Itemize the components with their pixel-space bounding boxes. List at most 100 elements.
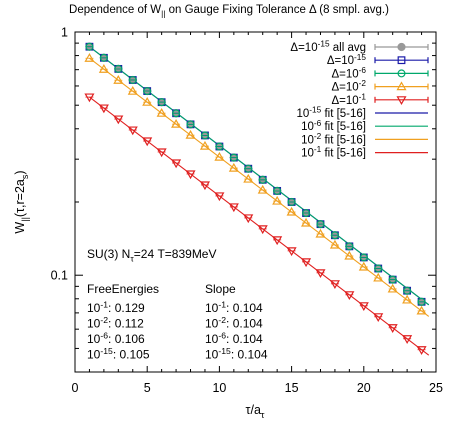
legend-label: 10-6 fit [5-16] (301, 119, 366, 133)
data-point (286, 247, 297, 257)
slope-value: 10-15: 0.104 (205, 346, 268, 362)
x-tick-label: 10 (212, 381, 226, 395)
legend-label: Δ=10-6 (331, 66, 366, 80)
data-point (243, 214, 254, 224)
data-point (416, 305, 427, 315)
data-point (215, 142, 224, 151)
legend-label: Δ=10-15 all avg (290, 40, 366, 54)
data-point (373, 313, 384, 322)
data-point (301, 258, 312, 268)
free-energy-value: 10-1: 0.129 (87, 299, 145, 315)
chart-title: Dependence of W|| on Gauge Fixing Tolera… (69, 4, 389, 18)
data-point (316, 220, 325, 229)
data-point (142, 137, 153, 147)
data-point (330, 231, 339, 240)
legend-label: Δ=10-1 (331, 92, 366, 106)
data-point (228, 162, 239, 172)
data-point (171, 159, 182, 169)
data-point (402, 294, 413, 304)
data-point (345, 242, 354, 251)
axis-labels: τ/aτ W||(τ,r=2as) (13, 170, 265, 419)
data-point (172, 109, 181, 118)
data-point (329, 280, 340, 290)
data-point (374, 264, 383, 273)
data-point (199, 140, 210, 150)
data-point (142, 96, 153, 106)
data-point (257, 184, 268, 194)
data-point (387, 324, 398, 333)
plot-axes: 0 5 10 15 20 25 1 0.1 (51, 26, 443, 396)
data-point (344, 291, 355, 301)
x-axis-label: τ/aτ (246, 403, 265, 420)
data-point (113, 115, 124, 125)
data-point (286, 206, 297, 216)
system-label: SU(3) Nτ=24 T=839MeV (87, 247, 217, 264)
free-energy-value: 10-2: 0.112 (87, 315, 144, 331)
data-point (127, 126, 138, 136)
data-point (127, 85, 138, 95)
legend-label: 10-1 fit [5-16] (301, 145, 366, 159)
legend-label: 10-2 fit [5-16] (301, 132, 366, 146)
legend-marker (396, 96, 407, 106)
data-point (301, 217, 312, 227)
data-point (113, 75, 124, 84)
data-point (287, 197, 296, 206)
chart-title-text: Dependence of W|| on Gauge Fixing Tolera… (69, 4, 389, 18)
y-tick-label: 1 (61, 26, 68, 40)
data-point (99, 53, 108, 62)
data-point (214, 151, 225, 161)
data-point (199, 181, 210, 191)
data-point (272, 195, 283, 205)
data-point (244, 164, 253, 173)
data-point (387, 283, 398, 293)
free-energy-value: 10-15: 0.105 (87, 346, 150, 362)
data-point (315, 269, 326, 279)
data-point (302, 209, 311, 218)
data-point (273, 186, 282, 195)
data-point (185, 170, 196, 180)
legend-marker (396, 81, 407, 91)
data-point (388, 275, 397, 284)
y-axis-label: W||(τ,r=2as) (13, 170, 30, 233)
data-point (157, 98, 166, 107)
x-tick-label: 5 (144, 381, 151, 395)
data-point (257, 225, 268, 235)
data-point (403, 286, 412, 295)
slope-value: 10-1: 0.104 (205, 299, 263, 315)
data-point (156, 107, 167, 117)
legend-label: Δ=10-2 (331, 79, 366, 93)
data-point (402, 335, 413, 344)
slope-value: 10-2: 0.104 (205, 315, 263, 331)
data-point (114, 64, 123, 73)
data-point (214, 192, 225, 202)
data-point (156, 148, 167, 158)
data-point (128, 75, 137, 84)
data-point (200, 131, 209, 140)
legend: Δ=10-15 all avgΔ=10-15Δ=10-6Δ=10-2Δ=10-1… (290, 40, 429, 160)
data-point (185, 129, 196, 139)
data-point (258, 175, 267, 184)
legend-marker (397, 42, 406, 52)
data-point (228, 203, 239, 213)
data-points (84, 42, 427, 355)
data-point (358, 302, 369, 312)
data-point (84, 53, 95, 62)
x-tick-label: 15 (285, 381, 299, 395)
data-point (85, 42, 94, 51)
legend-marker (397, 69, 406, 78)
free-energy-value: 10-6: 0.106 (87, 330, 145, 346)
data-point (98, 64, 109, 73)
data-point (417, 297, 426, 306)
data-point (243, 173, 254, 183)
legend-label: 10-15 fit [5-16] (297, 106, 367, 120)
data-point (416, 346, 427, 355)
x-tick-label: 0 (72, 381, 79, 395)
data-point (229, 153, 238, 162)
data-point (315, 228, 326, 238)
slope-header: Slope (205, 282, 236, 296)
data-point (358, 261, 369, 271)
legend-marker (397, 56, 406, 65)
data-point (98, 104, 109, 114)
annotation-box: SU(3) Nτ=24 T=839MeV FreeEnergies Slope 10-… (87, 247, 268, 362)
